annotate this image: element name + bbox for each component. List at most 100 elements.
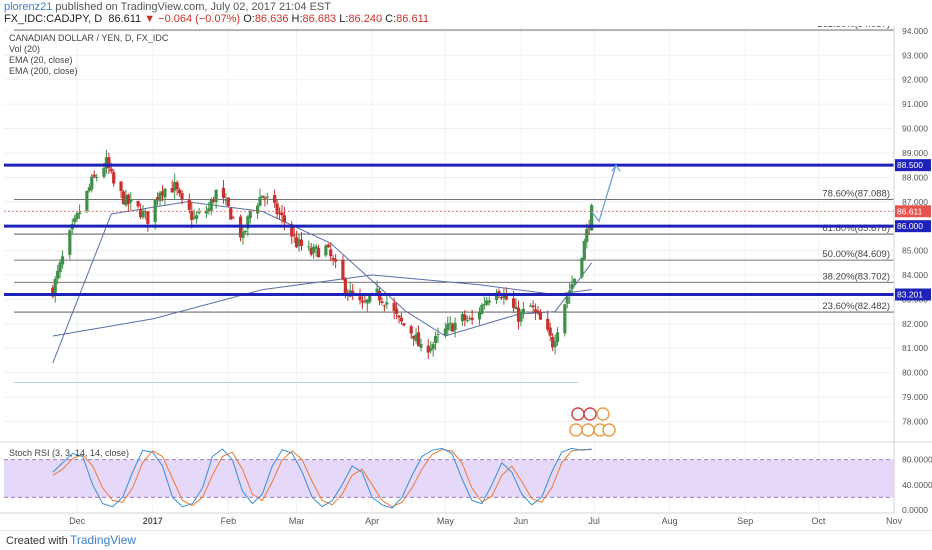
candle-body	[329, 249, 333, 257]
time-tick-label: Mar	[289, 516, 305, 526]
created-with-text: Created with	[6, 535, 68, 547]
symbol-label: FX_IDC:CADJPY, D	[4, 13, 103, 25]
horizontal-levels[interactable]	[4, 163, 894, 297]
candle-body	[60, 256, 65, 265]
candle-body	[555, 332, 560, 343]
time-tick-label: Jun	[514, 516, 529, 526]
candle-body	[170, 187, 174, 193]
candle-body	[380, 301, 384, 304]
candle-body	[582, 241, 586, 260]
candle-body	[87, 187, 91, 191]
candle-body	[226, 197, 230, 207]
candle-body	[533, 309, 538, 312]
author-link[interactable]: plorenz21	[4, 1, 53, 13]
candle-body	[392, 302, 396, 311]
candle-body	[299, 239, 304, 247]
candle-body	[538, 312, 543, 320]
candle-body	[570, 284, 574, 289]
candle-body	[197, 211, 201, 214]
candle-body	[312, 246, 316, 253]
candle-body	[499, 297, 504, 299]
candle-body	[590, 205, 594, 231]
event-markers[interactable]	[569, 407, 616, 437]
candle-body	[580, 258, 584, 278]
candle-body	[326, 244, 330, 248]
candles	[4, 149, 894, 359]
ohlc-line: FX_IDC:CADJPY, D 86.611 ▼ −0.064 (−0.07%…	[4, 13, 429, 25]
candle-body	[365, 299, 369, 304]
candle-body	[504, 293, 508, 300]
time-tick-label: Sep	[737, 516, 753, 526]
candle-body	[412, 335, 416, 339]
candle-body	[443, 328, 447, 336]
candle-body	[243, 230, 247, 233]
candle-body	[385, 302, 389, 305]
candle-body	[512, 298, 516, 309]
event-marker-icon	[583, 407, 597, 421]
candle-body	[58, 262, 62, 273]
time-tick-label: Dec	[69, 516, 86, 526]
candle-body	[565, 296, 569, 304]
event-marker-icon	[602, 423, 616, 437]
candle-body	[73, 218, 77, 223]
candle-body	[431, 343, 435, 350]
candle-body	[204, 211, 208, 214]
candle-body	[141, 210, 145, 218]
candle-body	[426, 345, 430, 353]
event-marker-icon	[571, 407, 585, 421]
price-tick-label: 82.000	[902, 319, 928, 329]
candle-body	[429, 348, 433, 351]
candle-body	[175, 182, 179, 190]
candle-body	[121, 191, 126, 205]
candle-body	[477, 312, 482, 320]
candle-body	[209, 200, 213, 211]
fib-label: 50.00%(84.609)	[822, 249, 890, 260]
tradingview-logo[interactable]: TradingView	[70, 533, 137, 547]
level-price-tag-bg	[895, 288, 931, 301]
legend-item: CANADIAN DOLLAR / YEN, D, FX_IDC	[9, 33, 169, 43]
rsi-tick-label: 80.0000	[902, 455, 932, 465]
candle-body	[158, 192, 162, 201]
close-label: C:	[385, 13, 397, 25]
candle-body	[548, 327, 552, 336]
candle-body	[514, 306, 518, 310]
stoch-rsi-pane: Stoch RSI (3, 3, 14, 14, close)	[4, 447, 894, 509]
published-text: published on TradingView.com, July 02, 2…	[55, 1, 331, 13]
publish-info: plorenz21 published on TradingView.com, …	[4, 1, 331, 13]
candle-body	[358, 296, 362, 301]
time-axis[interactable]: Dec 2017 Feb Mar Apr May Jun Jul Aug Sep Oct Nov	[0, 512, 902, 526]
fib-label: 38.20%(83.702)	[822, 271, 890, 282]
candle-body	[190, 210, 194, 220]
fib-label: 23.60%(82.482)	[822, 301, 890, 312]
price-tick-label: 80.000	[902, 368, 928, 378]
candle-body	[363, 300, 367, 302]
price-tick-label: 93.000	[902, 50, 928, 60]
candle-body	[468, 318, 472, 320]
chart-area[interactable]: 161.80%(94.037) 78.60%(87.088) 61.80%(85.6…	[0, 26, 932, 530]
candle-body	[260, 195, 265, 199]
event-marker-icon	[581, 423, 595, 437]
projection-arrow[interactable]	[591, 163, 621, 223]
candle-body	[375, 288, 379, 293]
candle-body	[290, 224, 294, 237]
candle-body	[502, 294, 506, 299]
arrow-head	[611, 163, 621, 172]
price-tick-label: 79.000	[902, 392, 928, 402]
candle-body	[195, 215, 199, 219]
time-tick-label: Jul	[588, 516, 600, 526]
candle-body	[572, 278, 577, 284]
price-tick-label: 92.000	[902, 75, 928, 85]
price-tick-label: 85.000	[902, 246, 928, 256]
candle-body	[309, 247, 313, 255]
time-tick-label: Feb	[221, 516, 237, 526]
candle-body	[463, 314, 467, 321]
candle-body	[416, 332, 421, 347]
candle-body	[297, 239, 301, 246]
candle-body	[553, 341, 557, 348]
candle-body	[119, 181, 123, 191]
time-tick-label: May	[437, 516, 455, 526]
open-label: O:	[243, 13, 255, 25]
candle-body	[316, 248, 321, 258]
price-axis[interactable]: 78.00079.00080.00081.00082.00083.00084.0…	[893, 26, 932, 515]
rsi-band	[4, 459, 894, 498]
